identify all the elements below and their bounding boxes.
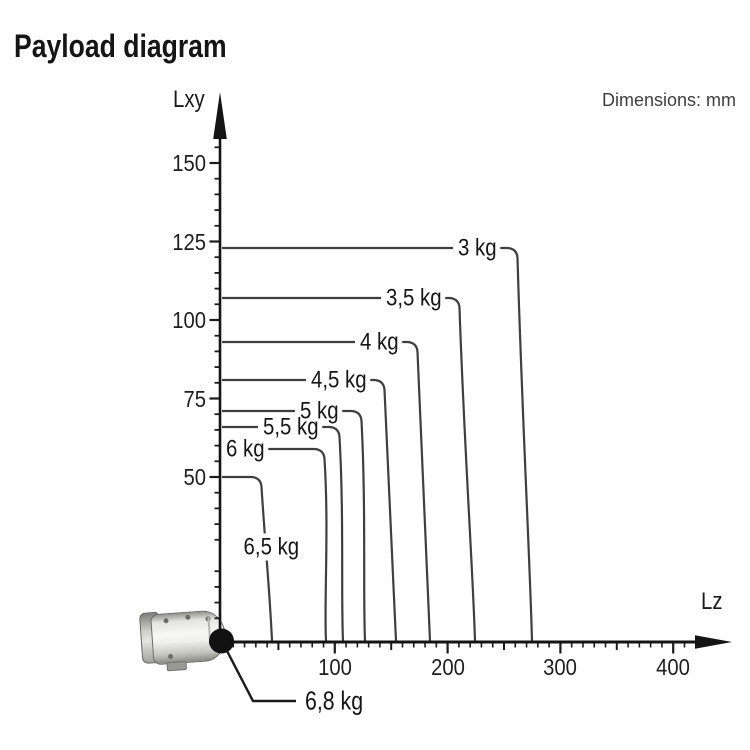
- payload-curve-6.5kg: [222, 475, 274, 642]
- dimensions-note: Dimensions: mm: [601, 90, 736, 110]
- y-axis-arrow-icon: [213, 92, 227, 139]
- max-payload-label: 6,8 kg: [305, 685, 364, 716]
- y-axis-title: Lxy: [173, 86, 205, 113]
- payload-curve-4kg: [222, 340, 432, 642]
- x-axis-arrow-icon: [695, 635, 732, 649]
- payload-curve-6kg: [268, 447, 328, 642]
- payload-curve-5.5kg: [222, 425, 345, 642]
- page-title: Payload diagram: [14, 28, 227, 64]
- payload-curve-3kg: [222, 246, 534, 642]
- axis-ticks: [209, 146, 686, 654]
- x-axis-title: Lz: [701, 588, 723, 615]
- payload-curve-5kg: [222, 409, 367, 642]
- payload-curve-3.5kg: [222, 296, 477, 642]
- origin-payload-point: [209, 628, 234, 654]
- payload-curve-4.5kg: [222, 378, 398, 642]
- payload-curves: [222, 246, 534, 642]
- max-payload-leader-line: [224, 648, 296, 703]
